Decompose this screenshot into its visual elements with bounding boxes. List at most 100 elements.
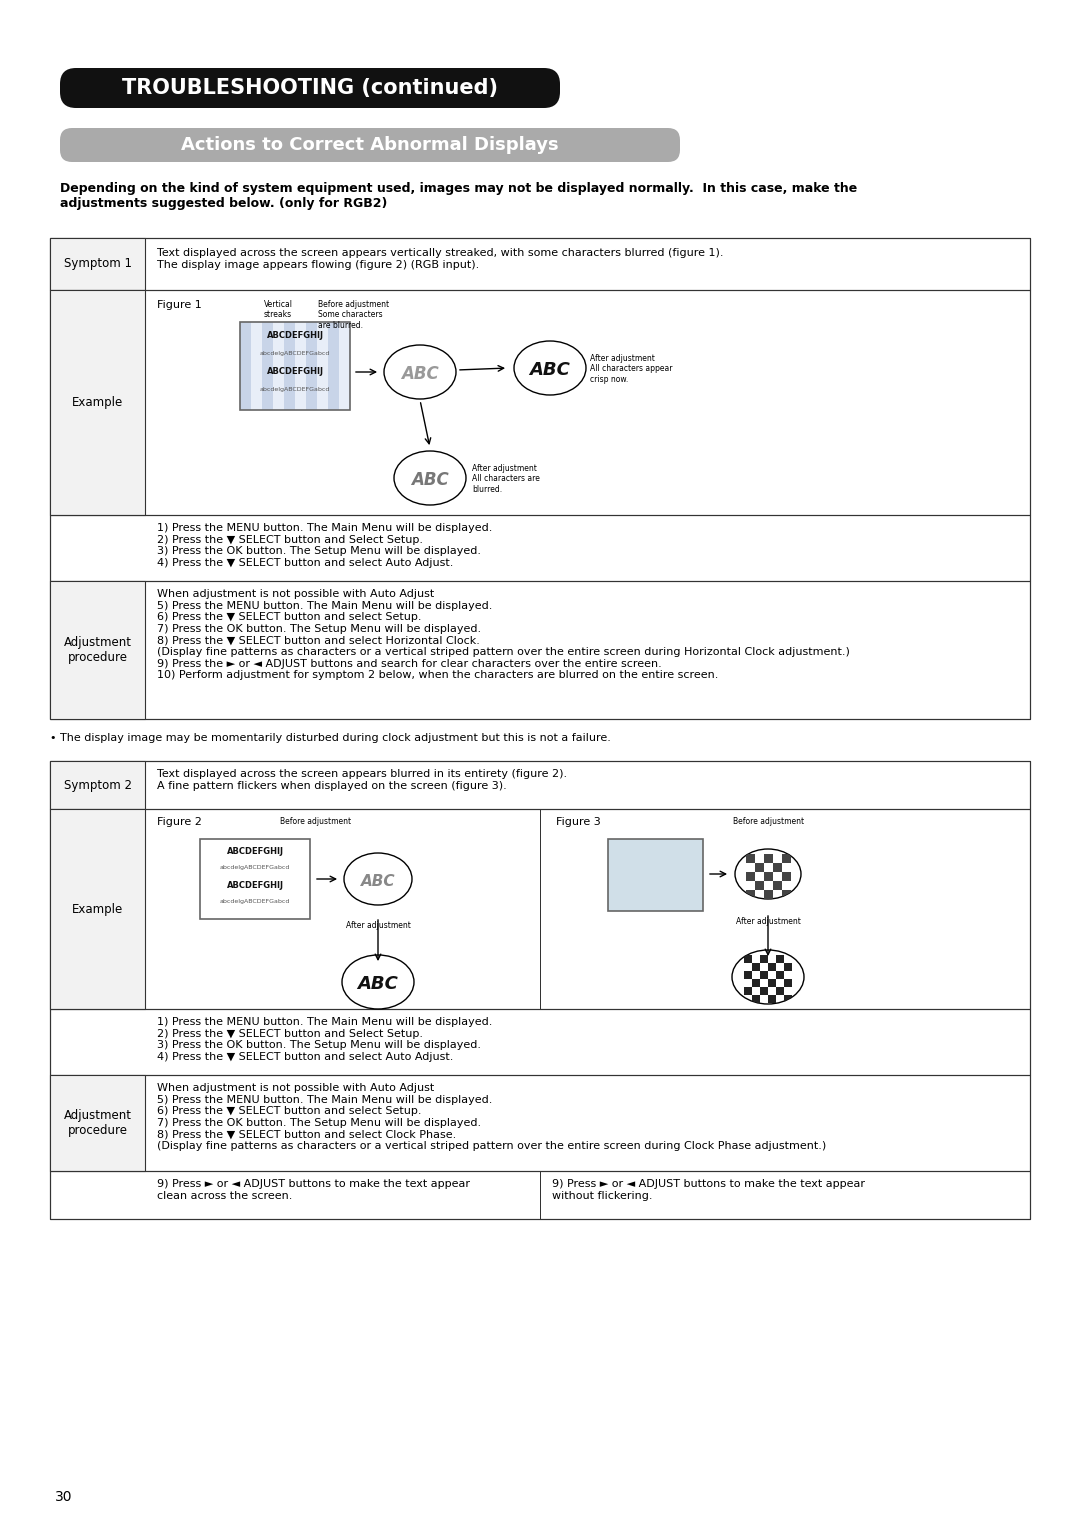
Bar (784, 979, 792, 987)
Bar (752, 995, 760, 1002)
Bar (752, 979, 760, 987)
Text: Adjustment
procedure: Adjustment procedure (64, 1109, 132, 1137)
Bar (764, 872, 773, 882)
Ellipse shape (394, 451, 465, 504)
Bar (764, 854, 773, 863)
Text: Depending on the kind of system equipment used, images may not be displayed norm: Depending on the kind of system equipmen… (60, 182, 858, 209)
Bar (782, 889, 791, 898)
Bar (50, 808, 1030, 1008)
Text: 9) Press ► or ◄ ADJUST buttons to make the text appear
clean across the screen.: 9) Press ► or ◄ ADJUST buttons to make t… (157, 1180, 470, 1201)
Bar (318, 322, 328, 410)
Text: Example: Example (72, 903, 123, 915)
Bar (752, 963, 760, 970)
Bar (50, 761, 145, 808)
Bar (760, 987, 768, 995)
Bar (777, 970, 784, 979)
Bar (50, 808, 145, 1008)
Bar (773, 882, 782, 889)
Text: abcdelgABCDEFGabcd: abcdelgABCDEFGabcd (260, 351, 330, 356)
Ellipse shape (732, 950, 804, 1004)
Bar (746, 889, 755, 898)
Text: Actions to Correct Abnormal Displays: Actions to Correct Abnormal Displays (181, 136, 558, 154)
Text: Figure 1: Figure 1 (157, 299, 202, 310)
Text: Text displayed across the screen appears blurred in its entirety (figure 2).
A f: Text displayed across the screen appears… (157, 769, 567, 790)
Bar (746, 872, 755, 882)
Bar (251, 322, 262, 410)
Ellipse shape (514, 341, 586, 396)
Text: TROUBLESHOOTING (continued): TROUBLESHOOTING (continued) (122, 78, 498, 98)
Ellipse shape (735, 850, 801, 898)
Text: Figure 3: Figure 3 (556, 817, 600, 827)
Bar (50, 1076, 145, 1170)
Bar (328, 322, 339, 410)
Text: Text displayed across the screen appears vertically streaked, with some characte: Text displayed across the screen appears… (157, 248, 724, 269)
Bar (50, 761, 1030, 808)
Text: ABC: ABC (529, 361, 570, 379)
FancyBboxPatch shape (60, 69, 561, 108)
Text: 1) Press the MENU button. The Main Menu will be displayed.
2) Press the ▼ SELECT: 1) Press the MENU button. The Main Menu … (157, 523, 492, 568)
Bar (240, 322, 251, 410)
Text: ABC: ABC (401, 365, 438, 384)
Bar (768, 979, 777, 987)
Bar (608, 839, 703, 911)
Bar (784, 963, 792, 970)
Text: Before adjustment
Some characters
are blurred.: Before adjustment Some characters are bl… (318, 299, 389, 330)
Bar (273, 322, 284, 410)
Bar (764, 889, 773, 898)
Text: 30: 30 (55, 1490, 72, 1504)
Bar (200, 839, 310, 918)
Text: After adjustment
All characters appear
crisp now.: After adjustment All characters appear c… (590, 354, 673, 384)
Text: abcdelgABCDEFGabcd: abcdelgABCDEFGabcd (220, 865, 291, 871)
Bar (50, 1008, 1030, 1076)
Bar (782, 872, 791, 882)
Bar (744, 955, 752, 963)
Text: Example: Example (72, 396, 123, 410)
Text: 1) Press the MENU button. The Main Menu will be displayed.
2) Press the ▼ SELECT: 1) Press the MENU button. The Main Menu … (157, 1018, 492, 1062)
Bar (744, 987, 752, 995)
Text: Adjustment
procedure: Adjustment procedure (64, 636, 132, 665)
Bar (50, 238, 1030, 720)
Text: • The display image may be momentarily disturbed during clock adjustment but thi: • The display image may be momentarily d… (50, 733, 611, 743)
Ellipse shape (345, 853, 411, 905)
Ellipse shape (384, 345, 456, 399)
FancyBboxPatch shape (60, 128, 680, 162)
Bar (50, 515, 1030, 581)
Bar (262, 322, 273, 410)
Text: After adjustment
All characters are
blurred.: After adjustment All characters are blur… (472, 465, 540, 494)
Text: ABCDEFGHIJ: ABCDEFGHIJ (227, 847, 283, 856)
Bar (746, 854, 755, 863)
Text: Symptom 1: Symptom 1 (64, 258, 132, 270)
Ellipse shape (342, 955, 414, 1008)
Bar (240, 322, 350, 410)
Bar (50, 581, 1030, 720)
Bar (50, 290, 145, 515)
Bar (339, 322, 350, 410)
Text: When adjustment is not possible with Auto Adjust
5) Press the MENU button. The M: When adjustment is not possible with Aut… (157, 1083, 826, 1151)
Bar (50, 761, 1030, 1219)
Text: ABCDEFGHIJ: ABCDEFGHIJ (227, 880, 283, 889)
Text: ABC: ABC (357, 975, 399, 993)
Text: Figure 2: Figure 2 (157, 817, 202, 827)
Text: After adjustment: After adjustment (346, 921, 410, 931)
Bar (50, 1170, 1030, 1219)
Bar (760, 955, 768, 963)
Text: ABC: ABC (411, 471, 449, 489)
Bar (773, 863, 782, 872)
Bar (744, 970, 752, 979)
Bar (50, 290, 1030, 515)
Text: After adjustment: After adjustment (735, 917, 800, 926)
Text: Before adjustment: Before adjustment (733, 817, 805, 827)
Bar (50, 238, 145, 290)
Bar (760, 970, 768, 979)
Bar (768, 995, 777, 1002)
Text: 9) Press ► or ◄ ADJUST buttons to make the text appear
without flickering.: 9) Press ► or ◄ ADJUST buttons to make t… (552, 1180, 865, 1201)
Text: ABCDEFGHIJ: ABCDEFGHIJ (267, 368, 324, 376)
Bar (284, 322, 295, 410)
Text: Symptom 2: Symptom 2 (64, 778, 132, 792)
Text: abcdelgABCDEFGabcd: abcdelgABCDEFGabcd (260, 388, 330, 393)
Text: ABC: ABC (361, 874, 395, 888)
Text: Before adjustment: Before adjustment (280, 817, 351, 827)
Bar (782, 854, 791, 863)
Bar (306, 322, 318, 410)
Bar (777, 955, 784, 963)
